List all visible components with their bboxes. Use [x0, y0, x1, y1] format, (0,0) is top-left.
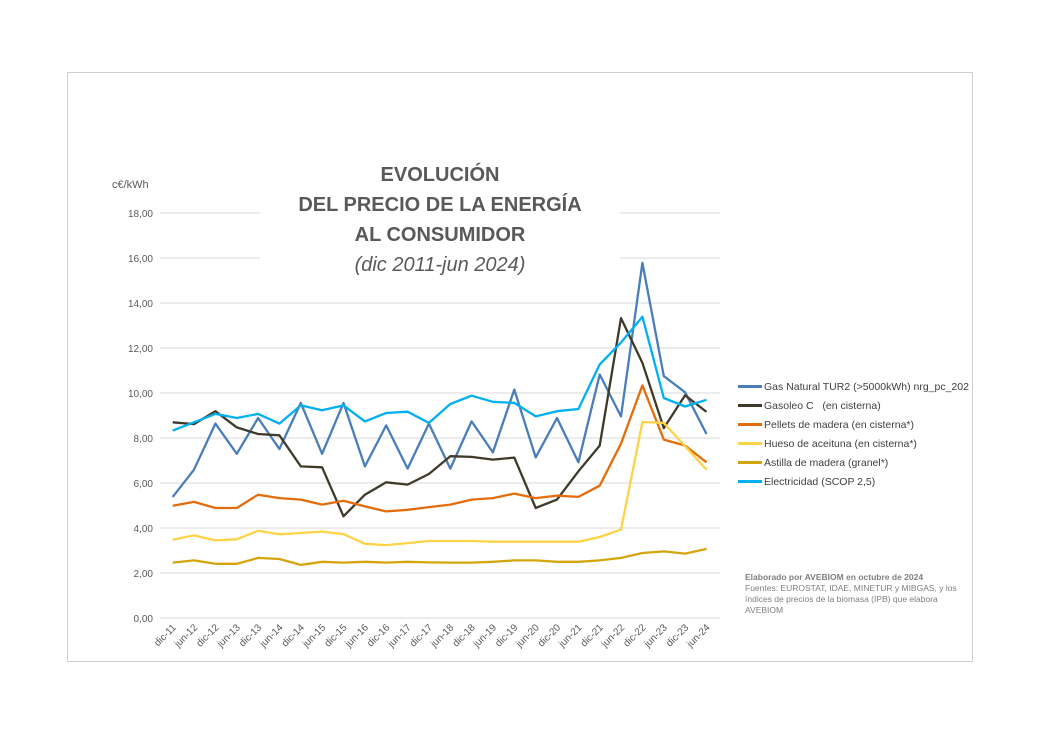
x-tick-label: jun-21	[556, 622, 584, 650]
x-tick-label: jun-19	[471, 622, 499, 650]
legend-swatch	[738, 461, 762, 464]
legend-swatch	[738, 385, 762, 388]
legend-label: Gasoleo C (en cisterna)	[764, 399, 881, 412]
legend-item: Hueso de aceituna (en cisterna*)	[738, 434, 969, 453]
x-tick-label: jun-12	[172, 622, 200, 650]
legend-label: Pellets de madera (en cisterna*)	[764, 418, 914, 431]
title-line-1: EVOLUCIÓN	[380, 164, 500, 186]
x-tick-label: jun-16	[343, 622, 371, 650]
chart-frame	[67, 72, 973, 662]
y-tick-label: 12,00	[128, 344, 153, 355]
chart-title: EVOLUCIÓN DEL PRECIO DE LA ENERGÍA AL CO…	[260, 160, 620, 280]
x-tick-label: jun-14	[257, 622, 285, 650]
legend-label: Hueso de aceituna (en cisterna*)	[764, 437, 917, 450]
y-tick-label: 0,00	[134, 614, 154, 625]
legend-item: Pellets de madera (en cisterna*)	[738, 415, 969, 434]
x-tick-label: jun-15	[300, 622, 328, 650]
y-tick-label: 2,00	[134, 569, 154, 580]
legend-swatch	[738, 423, 762, 426]
series-line	[172, 384, 708, 513]
y-tick-label: 8,00	[134, 434, 154, 445]
x-tick-label: jun-23	[642, 622, 670, 650]
series-line	[171, 261, 708, 498]
chart-notes: Elaborado por AVEBIOM en octubre de 2024…	[745, 572, 970, 616]
y-tick-label: 4,00	[134, 524, 154, 535]
credit-text: Elaborado por AVEBIOM en octubre de 2024	[745, 572, 924, 582]
legend-label: Astilla de madera (granel*)	[764, 456, 889, 469]
y-tick-label: 10,00	[128, 389, 153, 400]
y-tick-label: 18,00	[128, 209, 153, 220]
legend-swatch	[738, 480, 762, 483]
x-tick-label: jun-17	[386, 622, 414, 650]
series-line	[172, 315, 707, 432]
y-tick-label: 16,00	[128, 254, 153, 265]
legend-item: Gas Natural TUR2 (>5000kWh) nrg_pc_202	[738, 377, 969, 396]
legend-item: Gasoleo C (en cisterna)	[738, 396, 969, 415]
x-tick-label: jun-22	[599, 622, 627, 650]
legend-item: Astilla de madera (granel*)	[738, 453, 969, 472]
title-line-3: AL CONSUMIDOR	[354, 224, 526, 246]
sources-text: Fuentes: EUROSTAT, IDAE, MINETUR y MIBGA…	[745, 583, 957, 615]
x-tick-label: jun-24	[684, 622, 712, 650]
chart-subtitle: (dic 2011-jun 2024)	[354, 254, 526, 276]
series-line	[172, 547, 707, 567]
x-tick-label: jun-20	[514, 622, 542, 650]
legend-label: Electricidad (SCOP 2,5)	[764, 475, 876, 488]
series-line	[172, 420, 708, 547]
legend: Gas Natural TUR2 (>5000kWh) nrg_pc_202 G…	[738, 377, 969, 491]
legend-swatch	[738, 404, 762, 407]
series-line	[172, 316, 708, 518]
x-tick-label: jun-18	[428, 622, 456, 650]
legend-swatch	[738, 442, 762, 445]
x-tick-label: jun-13	[215, 622, 243, 650]
legend-label: Gas Natural TUR2 (>5000kWh) nrg_pc_202	[764, 380, 969, 393]
legend-item: Electricidad (SCOP 2,5)	[738, 472, 969, 491]
y-tick-label: 14,00	[128, 299, 153, 310]
title-line-2: DEL PRECIO DE LA ENERGÍA	[298, 194, 582, 216]
y-tick-label: 6,00	[134, 479, 154, 490]
y-axis-label: c€/kWh	[112, 179, 149, 191]
